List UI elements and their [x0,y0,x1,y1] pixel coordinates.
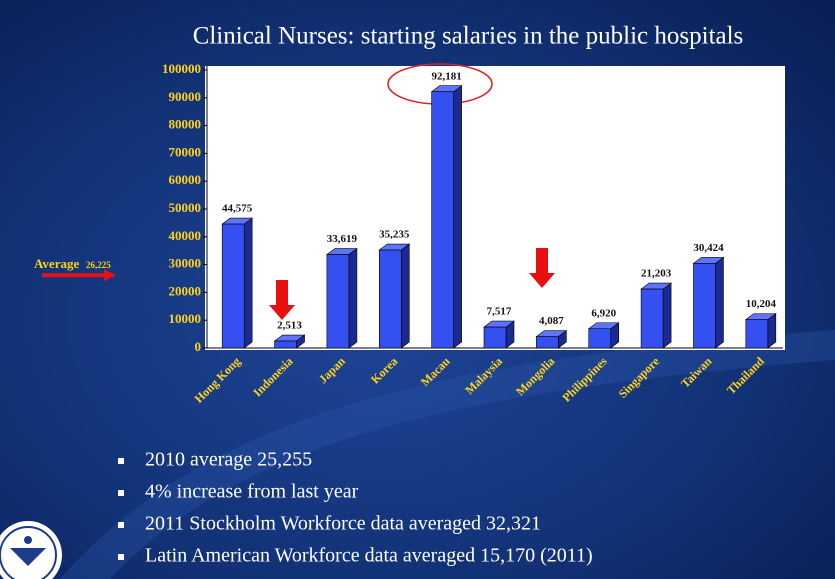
bar [431,91,454,349]
y-tick-label: 80000 [169,117,202,132]
data-label: 30,424 [693,242,724,254]
bar-side [400,243,410,349]
data-label: 21,203 [641,268,672,280]
bar-side [715,256,724,349]
bar [378,249,402,349]
y-tick-label: 60000 [169,172,202,187]
bar [483,326,507,349]
bullet-marker [118,554,124,560]
data-label: 10,204 [746,298,777,310]
chart-title: Clinical Nurses: starting salaries in th… [193,23,744,50]
bullet-marker [118,490,124,496]
data-label: 2,513 [277,320,302,332]
bar [640,288,664,349]
y-tick-label: 20000 [169,283,202,298]
data-label: 92,181 [432,70,462,82]
bar [693,263,716,349]
logo [0,521,62,579]
data-label: 6,920 [591,307,616,319]
bullet-text: 2010 average 25,255 [145,449,312,471]
bar [326,254,350,349]
data-label: 7,517 [487,306,512,318]
bullet-text: 2011 Stockholm Workforce data averaged 3… [145,513,541,535]
bullet-marker [118,458,124,464]
bar-side [348,247,358,349]
data-label: 4,087 [539,315,564,327]
y-tick-label: 50000 [169,200,202,215]
bullet-text: Latin American Workforce data averaged 1… [145,545,593,567]
y-tick-label: 10000 [169,311,202,326]
y-tick-label: 0 [195,339,202,354]
data-label: 35,235 [379,229,410,241]
y-tick-label: 70000 [169,144,202,159]
data-label: 44,575 [222,203,253,215]
bar-side [662,282,672,349]
y-tick-label: 40000 [169,228,202,243]
y-tick-label: 100000 [162,61,201,76]
y-tick-label: 90000 [169,89,202,104]
average-value: 26,225 [86,260,111,270]
swoosh [60,330,835,579]
bar [274,340,297,349]
down-arrow [269,280,295,320]
average-arrow [42,269,116,282]
down-arrow [529,248,555,288]
bullet-text: 4% increase from last year [145,481,359,503]
bar [588,328,612,349]
bar [536,336,559,349]
plot-area [205,66,785,350]
bar [745,319,769,349]
bar-side [453,85,462,349]
bullet-marker [118,522,124,528]
data-label: 33,619 [327,233,358,245]
bar-side [243,217,253,349]
average-label: Average [34,256,79,271]
bar [221,223,245,349]
y-tick-label: 30000 [169,256,202,271]
